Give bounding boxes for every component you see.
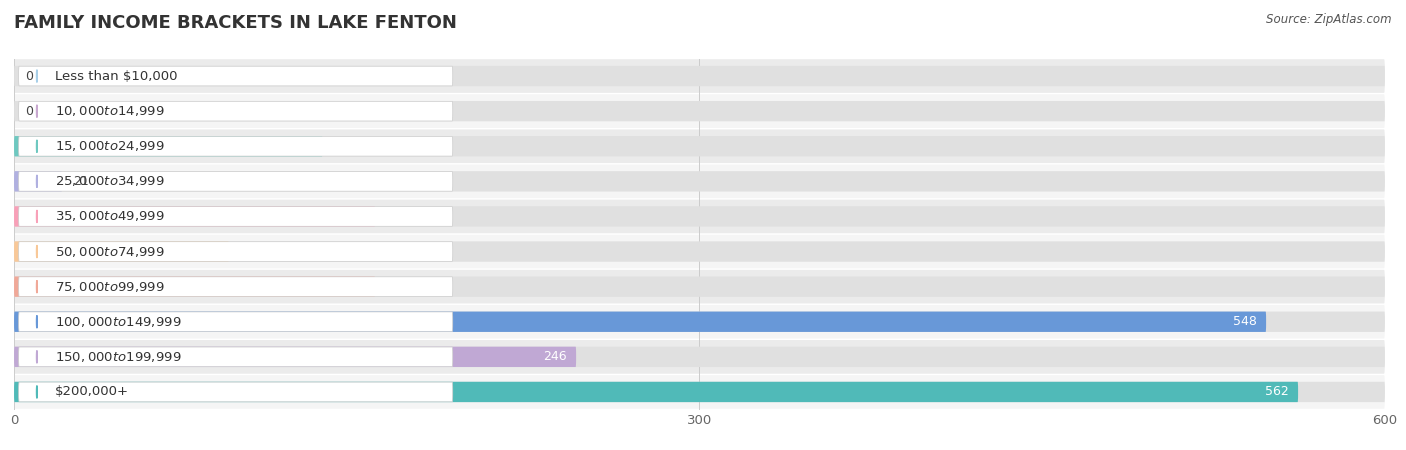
Text: $15,000 to $24,999: $15,000 to $24,999 (55, 139, 165, 153)
FancyBboxPatch shape (14, 136, 322, 157)
FancyBboxPatch shape (14, 136, 1385, 157)
FancyBboxPatch shape (18, 312, 453, 332)
FancyBboxPatch shape (14, 130, 1385, 163)
FancyBboxPatch shape (14, 382, 1298, 402)
Text: 21: 21 (73, 175, 89, 188)
FancyBboxPatch shape (18, 136, 453, 156)
Text: 246: 246 (543, 351, 567, 363)
Text: $10,000 to $14,999: $10,000 to $14,999 (55, 104, 165, 118)
Text: $100,000 to $149,999: $100,000 to $149,999 (55, 315, 181, 329)
Text: $35,000 to $49,999: $35,000 to $49,999 (55, 209, 165, 224)
Text: 135: 135 (290, 140, 314, 153)
FancyBboxPatch shape (14, 241, 1385, 262)
FancyBboxPatch shape (14, 206, 375, 227)
FancyBboxPatch shape (18, 277, 453, 297)
Text: 158: 158 (342, 210, 366, 223)
FancyBboxPatch shape (18, 171, 453, 191)
Text: 0: 0 (25, 105, 34, 117)
Text: $25,000 to $34,999: $25,000 to $34,999 (55, 174, 165, 189)
FancyBboxPatch shape (14, 340, 1385, 374)
FancyBboxPatch shape (18, 382, 453, 402)
FancyBboxPatch shape (14, 206, 1385, 227)
Text: FAMILY INCOME BRACKETS IN LAKE FENTON: FAMILY INCOME BRACKETS IN LAKE FENTON (14, 14, 457, 32)
Text: Less than $10,000: Less than $10,000 (55, 70, 177, 82)
FancyBboxPatch shape (14, 311, 1267, 332)
Text: $150,000 to $199,999: $150,000 to $199,999 (55, 350, 181, 364)
FancyBboxPatch shape (14, 346, 576, 367)
FancyBboxPatch shape (14, 200, 1385, 233)
FancyBboxPatch shape (18, 66, 453, 86)
FancyBboxPatch shape (14, 235, 1385, 268)
Text: 548: 548 (1233, 315, 1257, 328)
Text: Source: ZipAtlas.com: Source: ZipAtlas.com (1267, 14, 1392, 27)
FancyBboxPatch shape (14, 346, 1385, 367)
Text: $75,000 to $99,999: $75,000 to $99,999 (55, 279, 165, 294)
Text: $50,000 to $74,999: $50,000 to $74,999 (55, 244, 165, 259)
Text: 158: 158 (342, 280, 366, 293)
FancyBboxPatch shape (14, 311, 1385, 332)
Text: 562: 562 (1265, 386, 1289, 398)
Text: 94: 94 (204, 245, 219, 258)
FancyBboxPatch shape (14, 276, 375, 297)
Text: $200,000+: $200,000+ (55, 386, 129, 398)
FancyBboxPatch shape (14, 270, 1385, 303)
FancyBboxPatch shape (14, 171, 1385, 192)
FancyBboxPatch shape (18, 242, 453, 261)
FancyBboxPatch shape (18, 101, 453, 121)
FancyBboxPatch shape (14, 66, 1385, 86)
Text: 0: 0 (25, 70, 34, 82)
FancyBboxPatch shape (14, 276, 1385, 297)
FancyBboxPatch shape (14, 375, 1385, 409)
FancyBboxPatch shape (14, 59, 1385, 93)
FancyBboxPatch shape (14, 241, 229, 262)
FancyBboxPatch shape (14, 94, 1385, 128)
FancyBboxPatch shape (18, 207, 453, 226)
FancyBboxPatch shape (18, 347, 453, 367)
FancyBboxPatch shape (14, 382, 1385, 402)
FancyBboxPatch shape (14, 165, 1385, 198)
FancyBboxPatch shape (14, 101, 1385, 122)
FancyBboxPatch shape (14, 171, 62, 192)
FancyBboxPatch shape (14, 305, 1385, 338)
